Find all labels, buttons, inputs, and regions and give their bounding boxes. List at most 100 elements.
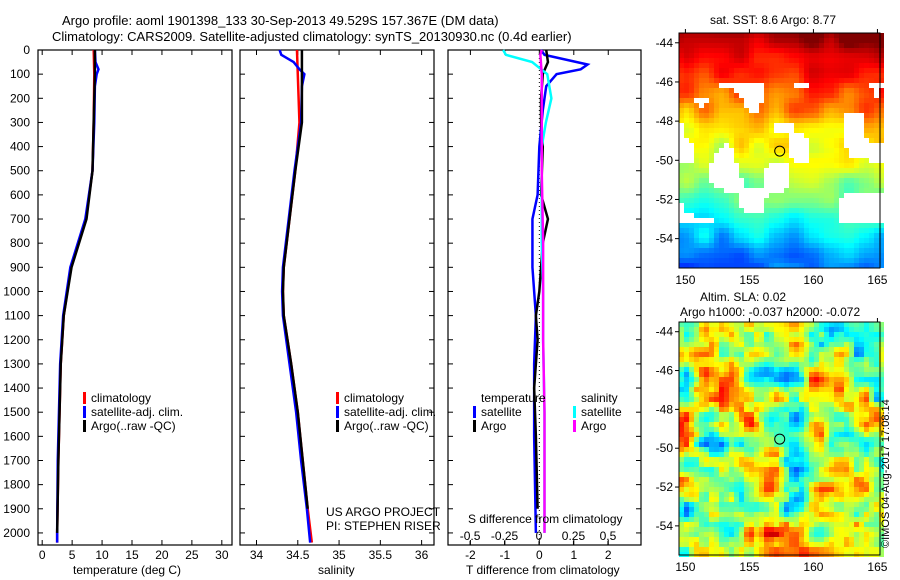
- map-cell: [774, 327, 779, 332]
- map-cell: [764, 497, 769, 502]
- map-cell: [794, 417, 799, 422]
- map-cell: [729, 462, 734, 467]
- map-cell: [769, 48, 774, 53]
- map-cell: [794, 103, 799, 108]
- map-cell: [809, 427, 814, 432]
- map-cell: [734, 437, 739, 442]
- map-cell: [784, 53, 789, 58]
- map-cell: [849, 372, 854, 377]
- map-cell: [699, 377, 704, 382]
- map-cell: [869, 472, 874, 477]
- map-cell: [689, 98, 694, 103]
- map-cell: [759, 183, 764, 188]
- map-cell: [764, 153, 769, 158]
- map-cell: [759, 492, 764, 497]
- map-cell: [804, 88, 809, 93]
- map-cell: [739, 213, 744, 218]
- map-cell: [774, 138, 779, 143]
- map-cell: [764, 397, 769, 402]
- map-cell: [844, 442, 849, 447]
- map-cell: [879, 397, 884, 402]
- map-cell: [679, 367, 684, 372]
- map-cell: [794, 337, 799, 342]
- map-cell: [709, 502, 714, 507]
- map-cell: [849, 228, 854, 233]
- map-cell: [744, 78, 749, 83]
- map-cell: [689, 512, 694, 517]
- map-cell: [794, 537, 799, 542]
- map-cell: [849, 412, 854, 417]
- map-cell: [789, 537, 794, 542]
- map-cell: [764, 542, 769, 547]
- map-cell: [794, 253, 799, 258]
- map-cell: [794, 357, 799, 362]
- map-cell: [874, 457, 879, 462]
- map-cell: [794, 48, 799, 53]
- map-cell: [794, 238, 799, 243]
- map-cell: [859, 58, 864, 63]
- map-cell: [799, 198, 804, 203]
- map-cell: [699, 437, 704, 442]
- map-cell: [784, 457, 789, 462]
- map-cell: [739, 258, 744, 263]
- map-cell: [849, 422, 854, 427]
- map-cell: [754, 517, 759, 522]
- map-cell: [814, 332, 819, 337]
- map-cell: [679, 462, 684, 467]
- map-cell: [754, 527, 759, 532]
- map-cell: [799, 253, 804, 258]
- map-cell: [799, 412, 804, 417]
- map-cell: [769, 233, 774, 238]
- map-cell: [764, 407, 769, 412]
- map-cell: [789, 512, 794, 517]
- map-cell: [769, 123, 774, 128]
- map-cell: [804, 243, 809, 248]
- map-cell: [784, 322, 789, 327]
- map-cell: [834, 133, 839, 138]
- y-tick-label: 800: [10, 236, 30, 250]
- map-cell: [829, 457, 834, 462]
- map-cell: [864, 258, 869, 263]
- map-cell: [764, 332, 769, 337]
- map-cell: [839, 148, 844, 153]
- map-cell: [814, 108, 819, 113]
- map-cell: [814, 188, 819, 193]
- sla-map-title: Altim. SLA: 0.02: [700, 290, 787, 304]
- map-cell: [799, 387, 804, 392]
- map-cell: [709, 243, 714, 248]
- map-cell: [699, 537, 704, 542]
- map-cell: [834, 337, 839, 342]
- map-cell: [719, 342, 724, 347]
- map-cell: [754, 128, 759, 133]
- map-cell: [849, 347, 854, 352]
- map-cell: [809, 98, 814, 103]
- map-cell: [764, 342, 769, 347]
- map-cell: [694, 522, 699, 527]
- map-cell: [809, 208, 814, 213]
- map-cell: [799, 472, 804, 477]
- map-cell: [719, 213, 724, 218]
- map-cell: [744, 148, 749, 153]
- map-cell: [724, 238, 729, 243]
- map-cell: [844, 382, 849, 387]
- map-cell: [769, 248, 774, 253]
- map-cell: [804, 537, 809, 542]
- map-cell: [859, 352, 864, 357]
- map-cell: [874, 342, 879, 347]
- map-cell: [719, 228, 724, 233]
- map-cell: [734, 138, 739, 143]
- map-cell: [719, 412, 724, 417]
- map-cell: [874, 467, 879, 472]
- map-cell: [734, 382, 739, 387]
- map-cell: [874, 452, 879, 457]
- map-cell: [699, 422, 704, 427]
- map-cell: [779, 208, 784, 213]
- map-cell: [869, 432, 874, 437]
- map-cell: [779, 238, 784, 243]
- map-cell: [864, 542, 869, 547]
- map-cell: [809, 93, 814, 98]
- map-cell: [769, 497, 774, 502]
- map-cell: [879, 392, 884, 397]
- map-cell: [879, 118, 884, 123]
- argo-location-marker: [774, 433, 786, 445]
